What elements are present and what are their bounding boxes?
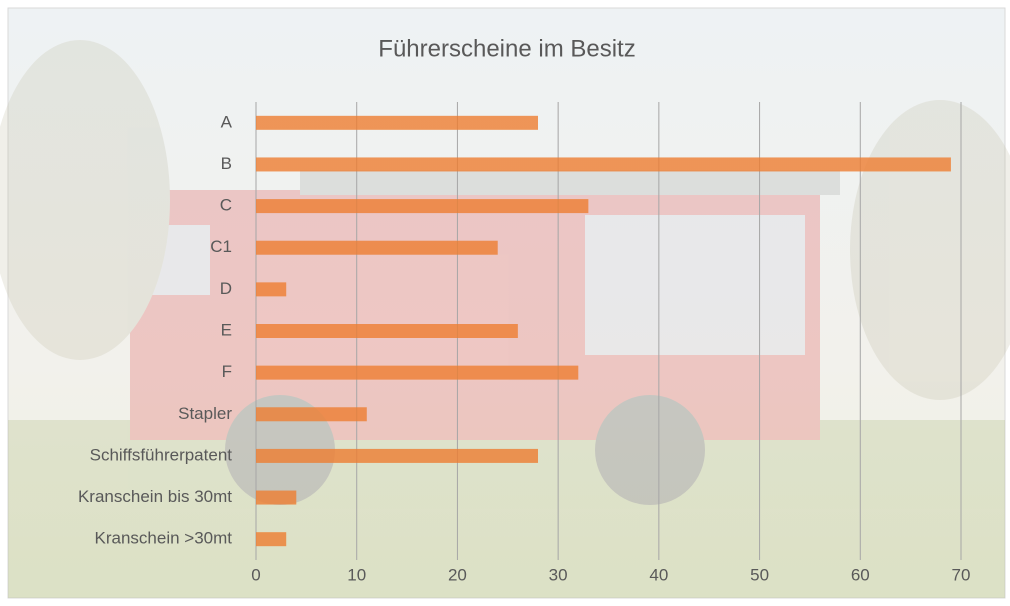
y-tick-label: B bbox=[221, 154, 232, 173]
y-tick-label: D bbox=[220, 279, 232, 298]
bar bbox=[256, 365, 579, 380]
y-tick-label: F bbox=[222, 362, 232, 381]
x-tick-label: 70 bbox=[952, 565, 971, 584]
y-tick-label: C1 bbox=[210, 237, 232, 256]
chart-title: Führerscheine im Besitz bbox=[378, 35, 635, 62]
y-tick-label: A bbox=[221, 112, 233, 131]
y-tick-label: Kranschein >30mt bbox=[95, 529, 233, 548]
chart-frame bbox=[7, 7, 1006, 599]
y-tick-label: Schiffsführerpatent bbox=[90, 445, 233, 464]
bar bbox=[256, 448, 538, 463]
bar bbox=[256, 282, 287, 297]
x-tick-label: 30 bbox=[549, 565, 568, 584]
x-tick-label: 40 bbox=[649, 565, 668, 584]
x-tick-label: 0 bbox=[251, 565, 260, 584]
bar bbox=[256, 199, 589, 214]
bar bbox=[256, 240, 498, 255]
y-tick-label: Kranschein bis 30mt bbox=[78, 487, 232, 506]
bar bbox=[256, 324, 518, 338]
bar bbox=[256, 115, 538, 130]
bar bbox=[256, 490, 297, 505]
y-tick-label: E bbox=[221, 320, 232, 339]
y-tick-label: C bbox=[220, 196, 232, 215]
x-tick-label: 10 bbox=[347, 565, 366, 584]
bar bbox=[256, 407, 367, 422]
x-tick-label: 60 bbox=[851, 565, 870, 584]
bar bbox=[256, 157, 951, 172]
y-tick-label: Stapler bbox=[178, 404, 232, 423]
bar bbox=[256, 532, 287, 547]
x-tick-label: 50 bbox=[750, 565, 769, 584]
x-tick-label: 20 bbox=[448, 565, 467, 584]
